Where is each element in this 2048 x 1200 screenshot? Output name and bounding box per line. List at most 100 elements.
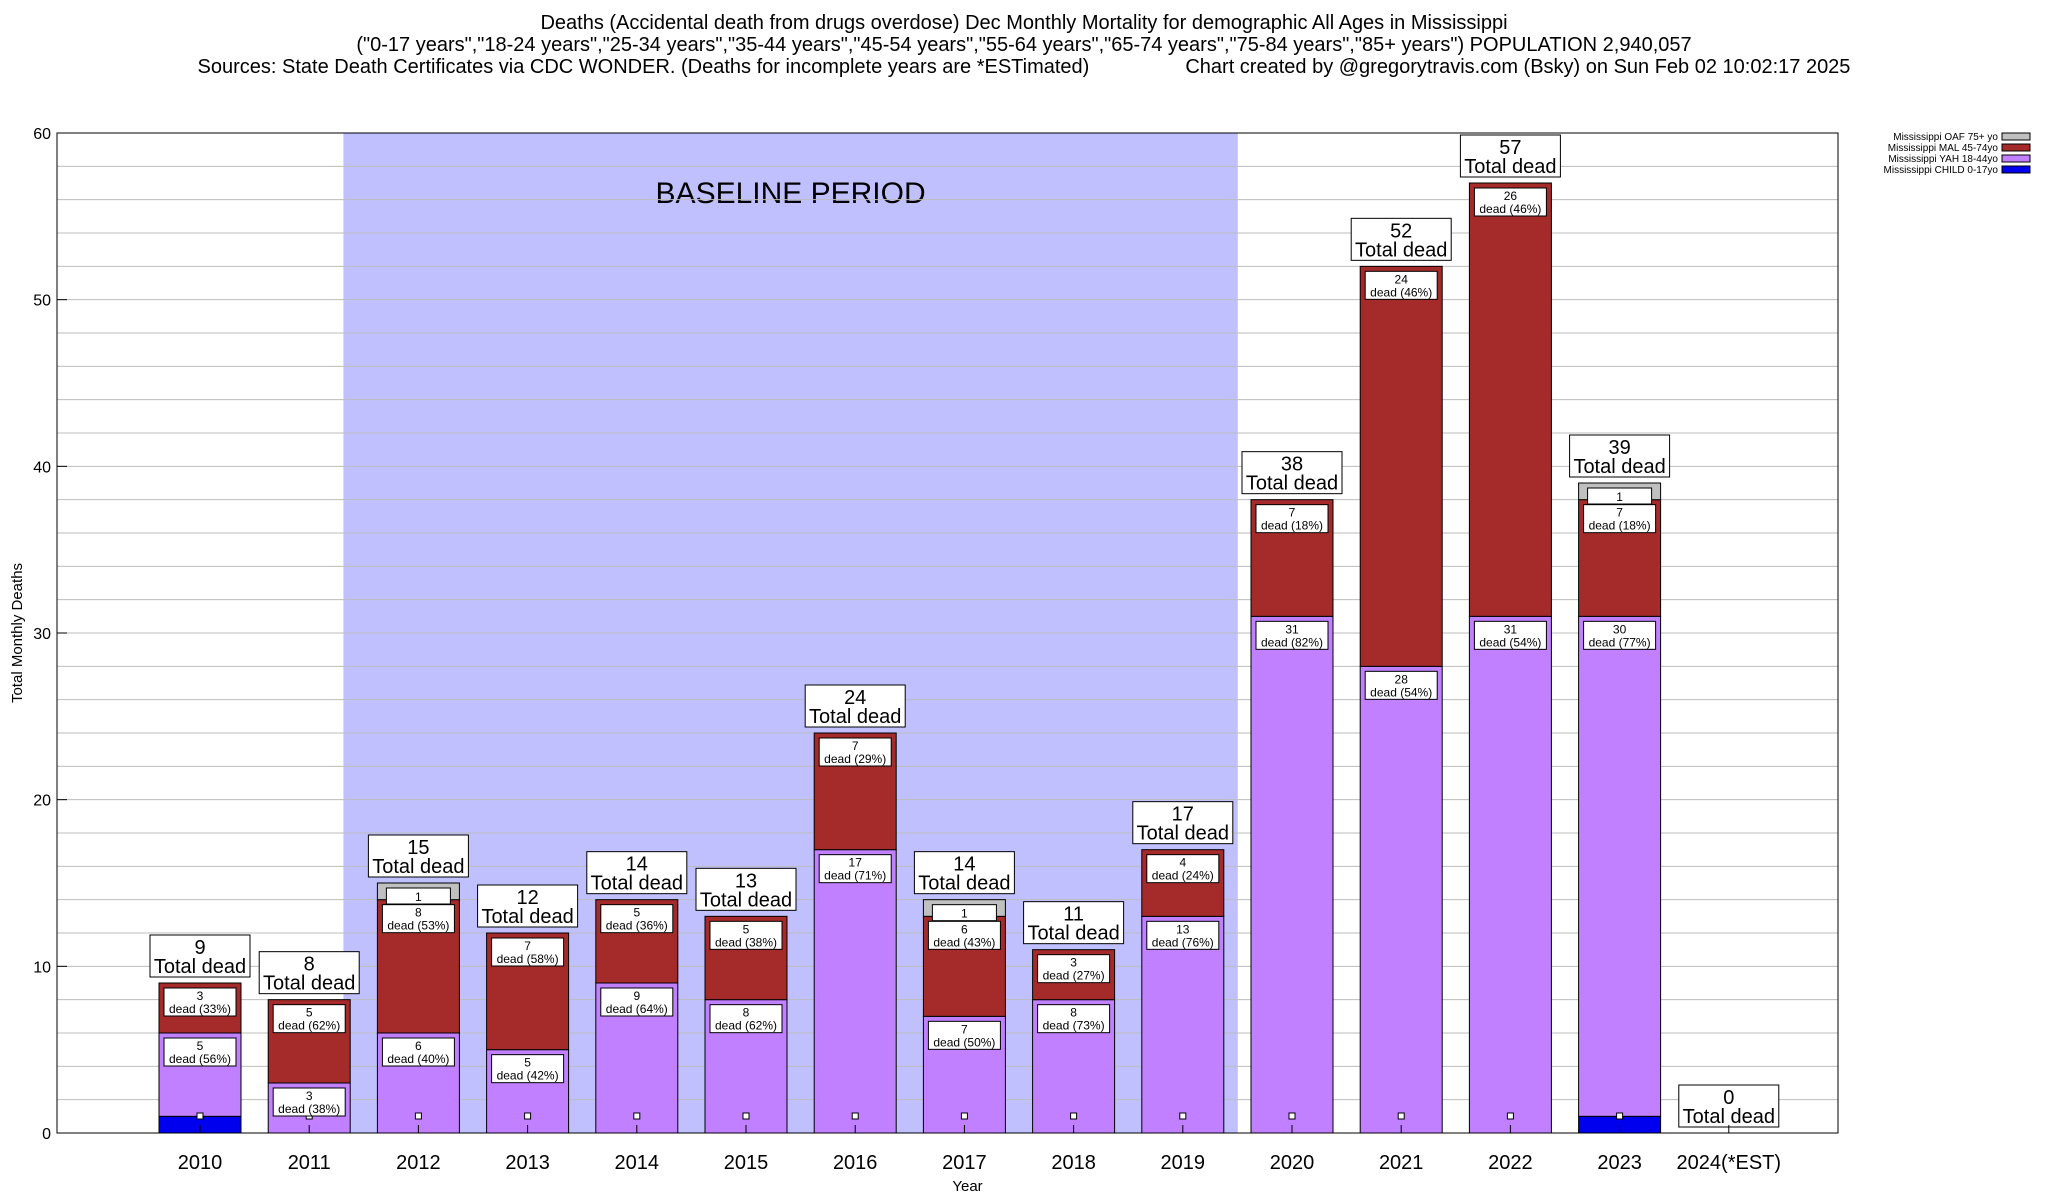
- bar-base-marker: [851, 1112, 859, 1120]
- segment-count-label: 1: [415, 890, 422, 904]
- segment-percent-label: dead (76%): [1152, 935, 1214, 949]
- segment-count-label: 31: [1285, 622, 1299, 636]
- x-tick-label: 2024(*EST): [1677, 1152, 1782, 1174]
- y-tick-label: 40: [33, 459, 51, 476]
- segment-label-box: [1364, 270, 1438, 300]
- segment-percent-label: dead (56%): [169, 1052, 231, 1066]
- bar-base-marker: [1616, 1112, 1624, 1120]
- segment-percent-label: dead (54%): [1370, 685, 1432, 699]
- segment-percent-label: dead (46%): [1479, 202, 1541, 216]
- segment-count-label: 3: [197, 989, 204, 1003]
- total-text-label: Total dead: [809, 706, 901, 728]
- total-text-label: Total dead: [1683, 1106, 1775, 1128]
- total-text-label: Total dead: [1355, 239, 1447, 261]
- chart-title: Deaths (Accidental death from drugs over…: [540, 12, 1508, 34]
- total-label-box: [1132, 801, 1234, 845]
- total-text-label: Total dead: [1464, 156, 1556, 178]
- x-tick-label: 2021: [1379, 1152, 1424, 1174]
- bar-base-marker: [1506, 1112, 1514, 1120]
- segment-percent-label: dead (43%): [933, 935, 995, 949]
- total-label-box: [1569, 434, 1671, 478]
- total-label-box: [586, 851, 688, 895]
- segment-label-box: [491, 937, 565, 967]
- segment-percent-label: dead (46%): [1370, 285, 1432, 299]
- total-value-label: 57: [1499, 137, 1521, 159]
- segment-percent-label: dead (71%): [824, 869, 886, 883]
- x-tick-label: 2014: [615, 1152, 660, 1174]
- plot-frame: [56, 132, 1839, 1134]
- segment-count-label: 24: [1395, 272, 1409, 286]
- bar-base-marker: [1179, 1112, 1187, 1120]
- total-text-label: Total dead: [372, 856, 464, 878]
- x-tick-label: 2022: [1488, 1152, 1533, 1174]
- x-tick-label: 2011: [288, 1152, 331, 1174]
- segment-percent-label: dead (27%): [1043, 969, 1105, 983]
- legend-swatch: [2001, 143, 2031, 152]
- x-tick-label: 2023: [1597, 1152, 1642, 1174]
- segment-percent-label: dead (82%): [1261, 635, 1323, 649]
- total-label-box: [1350, 217, 1452, 261]
- segment-label-box: [927, 920, 1001, 950]
- segment-label-box: [1037, 1004, 1111, 1034]
- x-tick-label: 2015: [724, 1152, 769, 1174]
- segment-label-box: [1146, 854, 1220, 884]
- total-text-label: Total dead: [700, 889, 792, 911]
- segment-count-label: 6: [961, 922, 968, 936]
- x-tick-label: 2019: [1161, 1152, 1206, 1174]
- bar-base-marker: [414, 1112, 422, 1120]
- bar-segment: [1468, 615, 1552, 1134]
- x-tick-label: 2020: [1270, 1152, 1315, 1174]
- total-text-label: Total dead: [1573, 456, 1665, 478]
- chart-header: Deaths (Accidental death from drugs over…: [0, 12, 2048, 78]
- segment-percent-label: dead (24%): [1152, 869, 1214, 883]
- total-value-label: 14: [626, 854, 648, 876]
- legend-label: Mississippi OAF 75+ yo: [1893, 132, 1998, 143]
- bar-base-marker: [524, 1112, 532, 1120]
- total-value-label: 12: [516, 887, 538, 909]
- total-value-label: 14: [953, 854, 975, 876]
- legend-label: Mississippi MAL 45-74yo: [1888, 143, 1999, 154]
- segment-label-box: [272, 1004, 346, 1034]
- segment-count-label: 5: [633, 906, 640, 920]
- x-tick-label: 2018: [1051, 1152, 1096, 1174]
- bar-base-marker: [960, 1112, 968, 1120]
- segment-label-box: [163, 1037, 237, 1067]
- segment-percent-label: dead (33%): [169, 1002, 231, 1016]
- y-tick-label: 60: [33, 126, 51, 143]
- total-value-label: 39: [1608, 437, 1630, 459]
- bar-base-marker: [1070, 1112, 1078, 1120]
- bar-base-marker: [742, 1112, 750, 1120]
- total-label-box: [913, 851, 1015, 895]
- segment-count-label: 17: [849, 856, 863, 870]
- bar-segment: [1141, 915, 1225, 1134]
- segment-count-label: 4: [1179, 856, 1186, 870]
- chart-sources: Sources: State Death Certificates via CD…: [197, 56, 1090, 78]
- x-tick-label: 2010: [178, 1152, 223, 1174]
- total-label-box: [477, 884, 579, 928]
- y-tick-label: 10: [33, 959, 51, 976]
- segment-count-label: 7: [524, 939, 531, 953]
- segment-percent-label: dead (62%): [715, 1019, 777, 1033]
- segment-label-box: [931, 904, 997, 922]
- x-tick-label: 2013: [505, 1152, 550, 1174]
- total-label-box: [149, 934, 251, 978]
- total-label-box: [1459, 134, 1561, 178]
- segment-percent-label: dead (58%): [497, 952, 559, 966]
- segment-count-label: 6: [415, 1039, 422, 1053]
- total-value-label: 38: [1281, 454, 1303, 476]
- total-text-label: Total dead: [263, 973, 355, 995]
- total-text-label: Total dead: [591, 873, 683, 895]
- segment-percent-label: dead (42%): [497, 1069, 559, 1083]
- segment-label-box: [600, 904, 674, 934]
- segment-label-box: [1037, 954, 1111, 984]
- segment-count-label: 8: [1070, 1006, 1077, 1020]
- segment-percent-label: dead (18%): [1261, 519, 1323, 533]
- segment-count-label: 1: [1616, 490, 1623, 504]
- segment-count-label: 5: [524, 1056, 531, 1070]
- bar-segment: [1250, 615, 1334, 1134]
- segment-label-box: [1255, 504, 1329, 534]
- segment-count-label: 1: [961, 907, 968, 921]
- total-text-label: Total dead: [1027, 923, 1119, 945]
- y-tick-label: 30: [33, 626, 51, 643]
- segment-percent-label: dead (38%): [278, 1102, 340, 1116]
